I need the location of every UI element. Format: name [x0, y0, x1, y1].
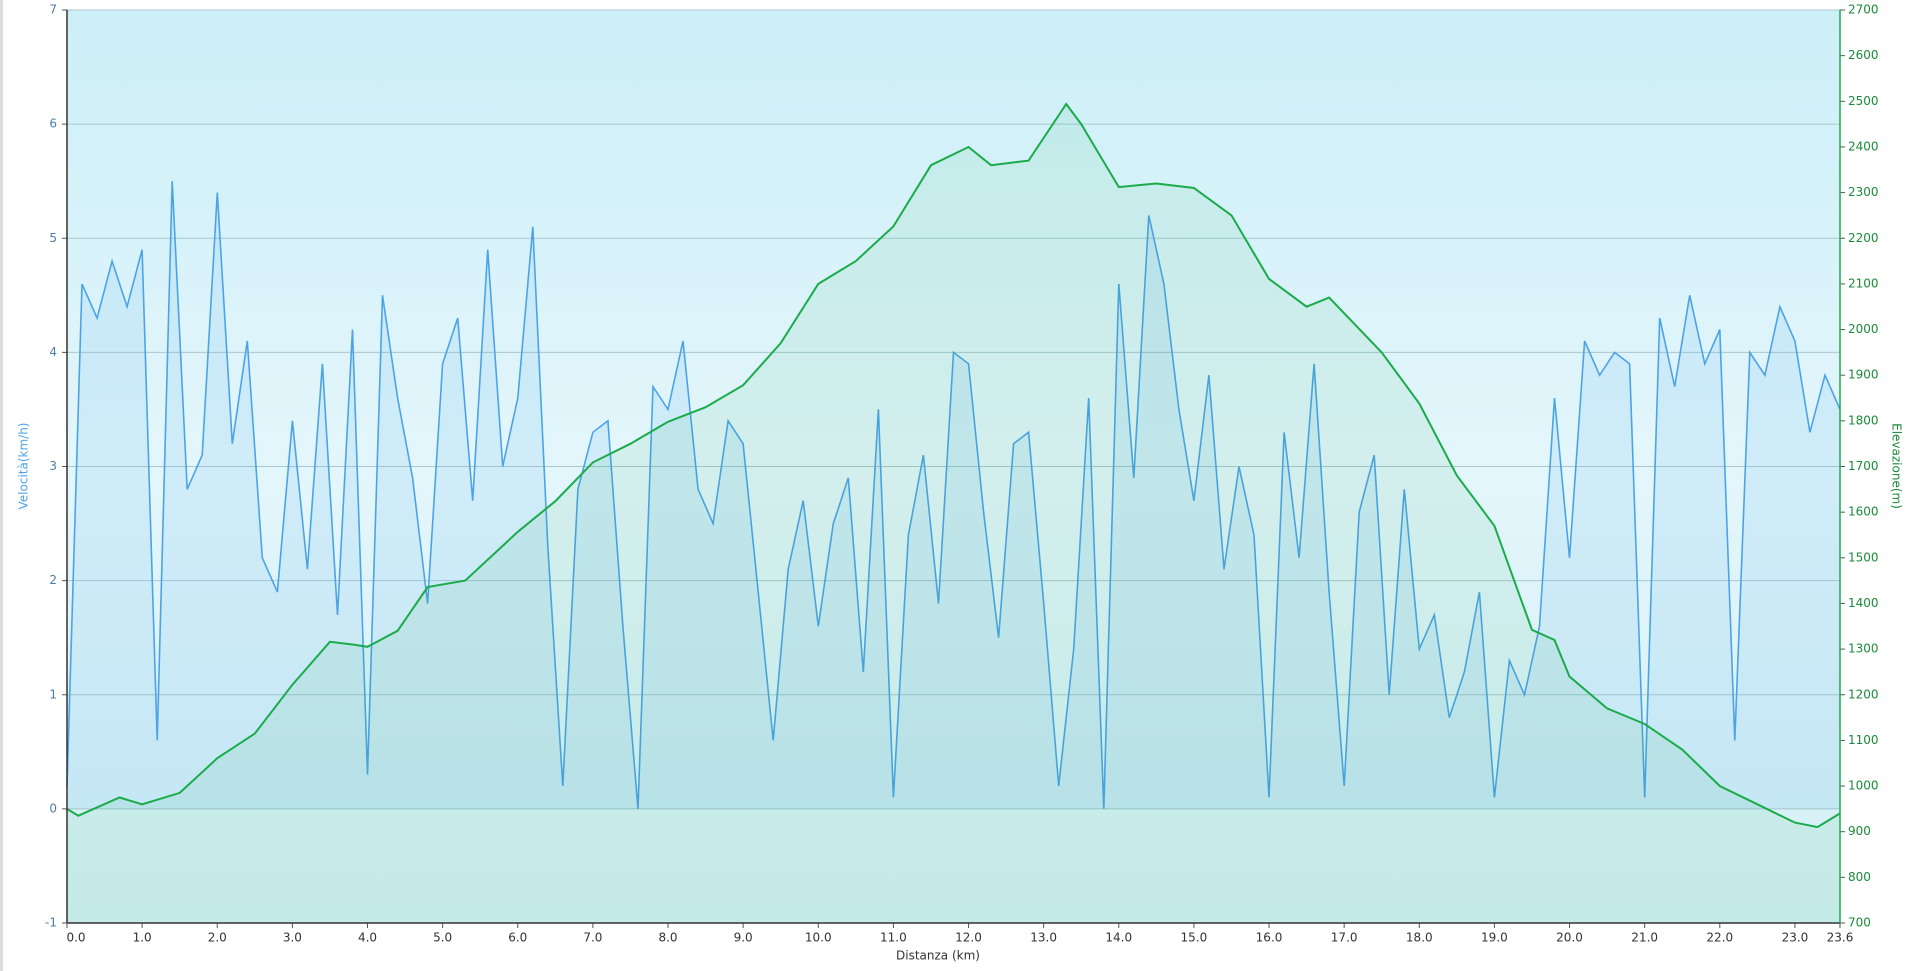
y-tick-label: 7: [49, 3, 57, 17]
y2-tick-label: 1600: [1848, 505, 1879, 519]
x-tick-label: 12.0: [955, 931, 982, 945]
y2-tick-label: 1400: [1848, 596, 1879, 610]
y2-tick-label: 1300: [1848, 642, 1879, 656]
x-tick-label: 20.0: [1556, 931, 1583, 945]
y2-tick-label: 1700: [1848, 459, 1879, 473]
y2-tick-label: 2200: [1848, 231, 1879, 245]
x-tick-label: 2.0: [208, 931, 227, 945]
y2-tick-label: 2000: [1848, 322, 1879, 336]
y2-tick-label: 1500: [1848, 550, 1879, 564]
y-axis-title: Velocità(km/h): [17, 423, 31, 510]
y-tick-label: 0: [49, 801, 57, 815]
y-tick-label: 5: [49, 231, 57, 245]
y2-tick-label: 700: [1848, 916, 1871, 930]
x-tick-label: 11.0: [880, 931, 907, 945]
x-tick-label: 13.0: [1030, 931, 1057, 945]
x-tick-label: 23.0: [1782, 931, 1809, 945]
x-tick-label: 7.0: [583, 931, 602, 945]
series-area: [67, 181, 1840, 809]
y2-tick-label: 2600: [1848, 48, 1879, 62]
x-tick-label: 14.0: [1105, 931, 1132, 945]
y2-tick-label: 1900: [1848, 368, 1879, 382]
x-tick-label: 8.0: [658, 931, 677, 945]
y-tick-label: -1: [45, 916, 57, 930]
left-edge: [0, 0, 3, 971]
x-tick-label: 22.0: [1706, 931, 1733, 945]
x-tick-label: 17.0: [1331, 931, 1358, 945]
y2-tick-label: 1100: [1848, 733, 1879, 747]
series-area: [67, 104, 1840, 923]
y2-tick-label: 2500: [1848, 94, 1879, 108]
x-tick-label: 5.0: [433, 931, 452, 945]
y2-tick-label: 900: [1848, 824, 1871, 838]
y2-tick-label: 1800: [1848, 413, 1879, 427]
y2-tick-label: 2700: [1848, 3, 1879, 17]
x-tick-label: 18.0: [1406, 931, 1433, 945]
y-tick-label: 2: [49, 573, 57, 587]
x-axis-title: Distanza (km): [896, 949, 980, 963]
x-tick-label: 9.0: [734, 931, 753, 945]
y2-tick-label: 1200: [1848, 687, 1879, 701]
y2-tick-label: 1000: [1848, 779, 1879, 793]
x-tick-label: 23.6: [1827, 931, 1854, 945]
x-tick-label: 3.0: [283, 931, 302, 945]
x-tick-label: 19.0: [1481, 931, 1508, 945]
y2-axis-title: Elevazione(m): [1890, 423, 1904, 509]
y2-tick-label: 2300: [1848, 185, 1879, 199]
y-tick-label: 1: [49, 687, 57, 701]
x-tick-label: 15.0: [1181, 931, 1208, 945]
y2-tick-label: 2400: [1848, 139, 1879, 153]
y2-tick-label: 2100: [1848, 276, 1879, 290]
y-tick-label: 3: [49, 459, 57, 473]
x-tick-label: 10.0: [805, 931, 832, 945]
y2-tick-label: 800: [1848, 870, 1871, 884]
x-tick-label: 0.0: [66, 931, 85, 945]
y-tick-label: 6: [49, 117, 57, 131]
series-line: [66, 102, 1841, 829]
series-line: [66, 181, 1841, 809]
x-tick-label: 21.0: [1631, 931, 1658, 945]
x-tick-label: 1.0: [133, 931, 152, 945]
x-tick-label: 6.0: [508, 931, 527, 945]
x-tick-label: 16.0: [1256, 931, 1283, 945]
y-tick-label: 4: [49, 345, 57, 359]
x-tick-label: 4.0: [358, 931, 377, 945]
